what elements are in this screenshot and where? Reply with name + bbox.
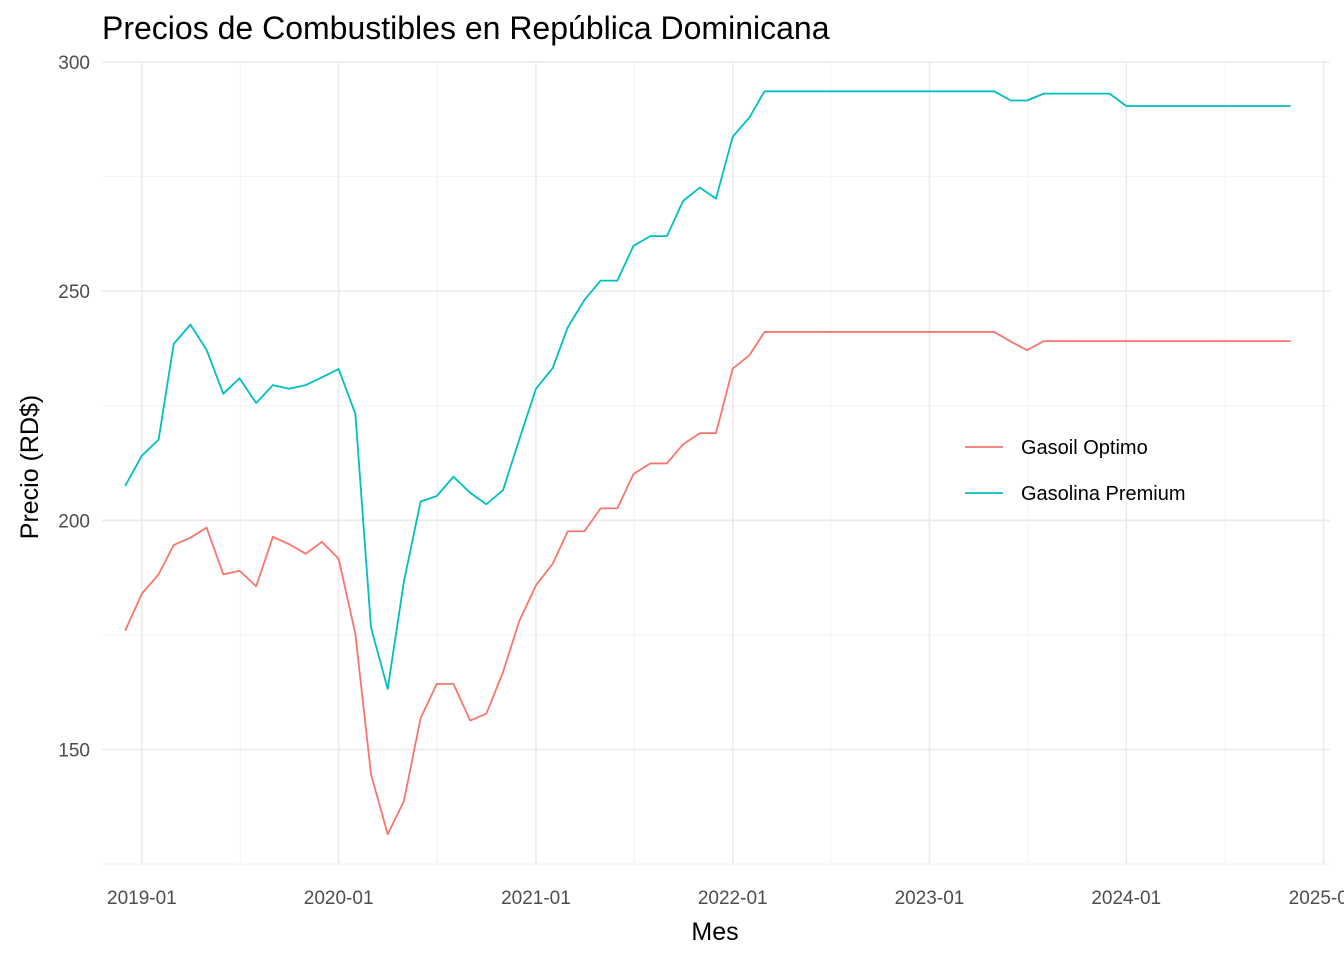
legend-label-gasoil-optimo: Gasoil Optimo: [1021, 437, 1148, 459]
x-tick-label: 2024-01: [1091, 888, 1161, 909]
x-tick-label: 2020-01: [304, 888, 374, 909]
series-line-gasoil-optimo: [124, 331, 1291, 836]
x-tick-label: 2022-01: [698, 888, 768, 909]
chart-title: Precios de Combustibles en República Dom…: [102, 10, 830, 46]
x-axis-title: Mes: [691, 918, 738, 946]
x-axis-tick-labels: 2019-01 2020-01 2021-01 2022-01 2023-01 2024-…: [107, 888, 1344, 909]
y-tick-label: 250: [58, 282, 90, 303]
legend: Gasoil Optimo Gasolina Premium: [965, 437, 1186, 505]
series-line-gasolina-premium: [124, 90, 1291, 690]
y-tick-label: 150: [58, 740, 90, 761]
major-gridlines: [102, 61, 1330, 864]
y-tick-label: 200: [58, 511, 90, 532]
y-axis-tick-labels: 150 200 250 300: [58, 53, 90, 761]
series-lines: [124, 90, 1291, 836]
minor-gridlines: [102, 62, 1330, 865]
y-tick-label: 300: [58, 53, 90, 74]
x-tick-label: 2023-01: [895, 888, 965, 909]
x-tick-label: 2019-01: [107, 888, 177, 909]
x-tick-label: 2025-01: [1289, 888, 1344, 909]
y-axis-title: Precio (RD$): [16, 395, 44, 539]
legend-label-gasolina-premium: Gasolina Premium: [1021, 483, 1186, 505]
x-tick-label: 2021-01: [501, 888, 571, 909]
